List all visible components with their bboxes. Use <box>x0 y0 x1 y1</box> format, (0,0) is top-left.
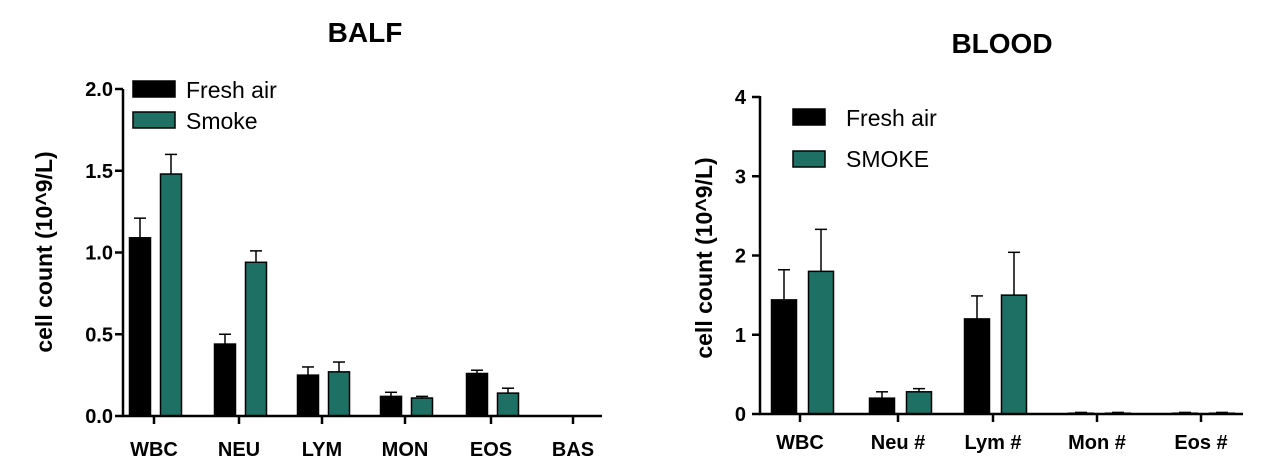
balf-x-tick-label: LYM <box>302 439 342 461</box>
blood-title: BLOOD <box>951 28 1052 59</box>
balf-error-bar-fresh-air-lym <box>302 366 314 376</box>
blood-y-tick-label: 2 <box>735 246 746 268</box>
balf-bar-fresh-air-neu <box>213 343 237 417</box>
balf-y-tick-label: 2.0 <box>85 79 113 101</box>
blood-error-bar-smoke-wbc <box>815 228 827 272</box>
balf-bar-smoke-wbc <box>159 173 183 417</box>
blood-chart: BLOOD cell count (10^9/L) 0 1 2 3 4 WBC Neu #… <box>691 28 1243 454</box>
blood-legend-label-fresh-air: Fresh air <box>846 105 937 131</box>
balf-legend-swatch-fresh-air <box>132 80 176 98</box>
balf-x-tick-label: MON <box>382 439 429 461</box>
blood-legend: Fresh air SMOKE <box>792 105 937 172</box>
blood-bar-fresh-air-neu <box>868 397 896 415</box>
blood-error-bar-fresh-air-wbc <box>778 269 790 300</box>
balf-bar-smoke-mon <box>410 397 434 417</box>
blood-error-bar-smoke-neu <box>913 387 925 392</box>
balf-legend-swatch-smoke <box>132 111 176 129</box>
balf-chart: BALF cell count (10^9/L) 0.0 0.5 1.0 1.5 2.0… <box>31 17 602 461</box>
blood-x-tick-label: Neu # <box>871 432 925 454</box>
blood-bar-smoke-wbc <box>807 270 835 415</box>
blood-y-tick-label: 1 <box>735 325 746 347</box>
blood-legend-swatch-smoke <box>792 150 826 168</box>
balf-error-bar-fresh-air-mon <box>385 391 397 397</box>
balf-bar-smoke-eos <box>496 392 520 417</box>
blood-error-bar-smoke-lym <box>1008 251 1020 296</box>
blood-y-tick-label: 3 <box>735 166 746 188</box>
blood-error-bar-fresh-air-neu <box>876 391 888 399</box>
balf-error-bar-fresh-air-neu <box>219 333 231 345</box>
blood-bar-smoke-lym <box>1000 294 1028 415</box>
balf-error-bar-smoke-lym <box>333 361 345 372</box>
blood-x-tick-label: WBC <box>776 432 824 454</box>
balf-bar-smoke-lym <box>327 371 351 417</box>
balf-y-axis-label: cell count (10^9/L) <box>31 151 57 352</box>
blood-legend-label-smoke: SMOKE <box>846 146 929 172</box>
balf-error-bar-fresh-air-eos <box>471 369 483 374</box>
balf-bar-smoke-neu <box>244 261 268 417</box>
blood-bar-smoke-neu <box>905 391 933 415</box>
blood-y-tick-label: 0 <box>735 404 746 426</box>
balf-y-tick-label: 0.0 <box>85 406 113 428</box>
balf-bar-fresh-air-wbc <box>128 237 152 417</box>
blood-legend-swatch-fresh-air <box>792 108 826 126</box>
balf-x-tick-label: WBC <box>130 439 178 461</box>
balf-error-bar-smoke-mon <box>416 395 428 399</box>
blood-y-axis-label: cell count (10^9/L) <box>691 157 717 358</box>
blood-error-bar-fresh-air-lym <box>971 295 983 319</box>
balf-y-tick-label: 0.5 <box>85 324 113 346</box>
balf-bar-fresh-air-eos <box>465 372 489 417</box>
blood-bar-fresh-air-wbc <box>770 299 798 415</box>
balf-x-tick-label: EOS <box>470 439 512 461</box>
blood-x-tick-label: Mon # <box>1068 432 1126 454</box>
balf-error-bar-smoke-wbc <box>165 153 177 175</box>
balf-x-tick-label: BAS <box>552 439 594 461</box>
balf-title: BALF <box>328 17 403 48</box>
balf-x-tick-label: NEU <box>218 439 260 461</box>
blood-y-tick-label: 4 <box>735 87 747 109</box>
balf-error-bar-smoke-neu <box>250 250 262 263</box>
balf-bar-fresh-air-lym <box>296 374 320 417</box>
balf-y-tick-label: 1.5 <box>85 161 113 183</box>
balf-error-bar-smoke-eos <box>502 387 514 394</box>
blood-x-tick-label: Lym # <box>964 432 1021 454</box>
blood-x-tick-label: Eos # <box>1174 432 1227 454</box>
balf-y-tick-label: 1.0 <box>85 243 113 265</box>
balf-legend-label-smoke: Smoke <box>186 108 258 134</box>
balf-error-bar-fresh-air-wbc <box>134 217 146 238</box>
balf-bar-fresh-air-mon <box>379 395 403 417</box>
balf-legend: Fresh air Smoke <box>132 77 277 134</box>
blood-bar-fresh-air-lym <box>963 318 991 415</box>
balf-legend-label-fresh-air: Fresh air <box>186 77 277 103</box>
